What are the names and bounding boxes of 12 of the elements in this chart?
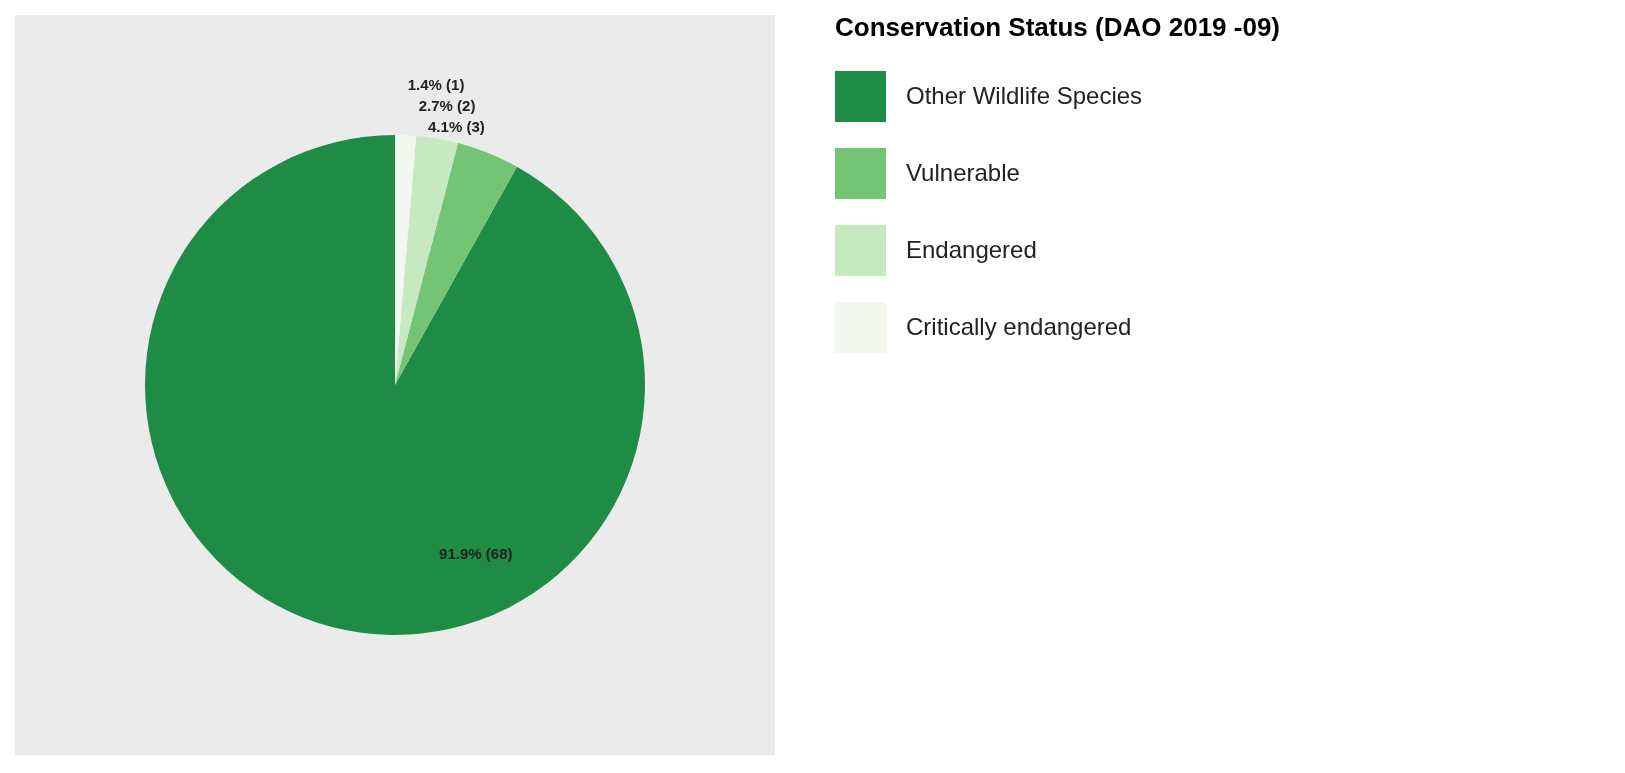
data-label: 1.4% (1)	[407, 76, 465, 94]
data-label: 91.9% (68)	[439, 545, 513, 563]
legend-title: Conservation Status (DAO 2019 -09)	[835, 12, 1281, 42]
pie-slice	[145, 135, 645, 635]
legend-label: Vulnerable	[906, 158, 1020, 186]
data-label: 2.7% (2)	[418, 97, 476, 115]
pie-slice	[395, 135, 458, 385]
data-label: 4.1% (3)	[428, 118, 485, 136]
legend-label: Endangered	[906, 235, 1037, 263]
pie-slice	[395, 143, 517, 385]
legend-label: Other Wildlife Species	[906, 81, 1143, 109]
legend-label: Critically endangered	[906, 312, 1132, 340]
